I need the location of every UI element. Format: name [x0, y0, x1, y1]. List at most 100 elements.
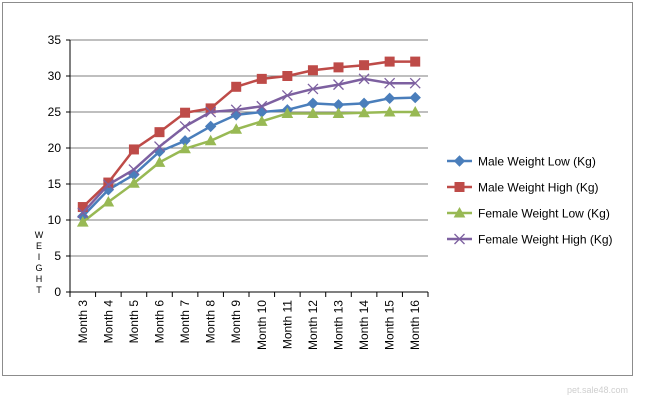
y-tick-label: 0: [54, 285, 61, 299]
data-point: [154, 127, 165, 138]
data-point: [409, 77, 421, 89]
data-point: [358, 73, 370, 85]
legend-label: Female Weight Low (Kg): [478, 207, 610, 221]
legend-item: Male Weight Low (Kg): [447, 155, 596, 169]
data-point: [282, 71, 293, 81]
marker-x-stroke: [307, 83, 319, 95]
data-point: [128, 177, 140, 188]
data-point: [179, 120, 191, 132]
data-series: [76, 56, 422, 227]
data-point: [333, 79, 344, 91]
legend-marker: [454, 182, 465, 192]
data-point: [383, 105, 396, 117]
legend-marker: [453, 206, 466, 218]
series-4: [77, 73, 421, 219]
marker-x-stroke: [358, 73, 370, 85]
marker-x-stroke: [256, 100, 268, 112]
data-point: [204, 120, 217, 133]
data-point: [307, 65, 318, 76]
x-tick-label: Month 10: [255, 300, 269, 350]
legend-label: Female Weight High (Kg): [478, 233, 613, 247]
x-tick-label: Month 14: [357, 300, 371, 350]
series-2: [77, 56, 421, 213]
marker-x-stroke: [205, 106, 217, 118]
legend: Male Weight Low (Kg) Male Weight High (Kg…: [447, 155, 613, 247]
x-tick-label: Month 15: [383, 300, 397, 350]
marker-x-stroke: [409, 77, 421, 89]
x-tick-label: Month 5: [127, 300, 141, 344]
data-point: [230, 104, 242, 116]
data-point: [154, 141, 165, 153]
legend-item: Male Weight High (Kg): [447, 181, 599, 195]
marker-x-stroke: [102, 179, 114, 191]
x-tick-labels: Month 3 Month 4 Month 5 Month 6 Month 7 Month…: [76, 300, 422, 350]
data-point: [410, 56, 421, 67]
data-point: [333, 62, 344, 73]
x-tick-label: Month 3: [76, 300, 90, 344]
marker-x-stroke: [454, 233, 465, 245]
y-tick-label: 30: [48, 69, 62, 83]
marker-x-stroke: [77, 207, 89, 219]
data-point: [307, 83, 319, 95]
y-tick-labels: 0 5 10 15 20 25 30 35: [48, 33, 62, 299]
data-point: [255, 115, 268, 126]
y-axis-label-letter: T: [36, 285, 42, 295]
data-point: [230, 123, 243, 134]
data-point: [409, 105, 422, 117]
data-point: [281, 89, 293, 101]
x-tick-label: Month 12: [306, 300, 320, 350]
series-3: [76, 105, 422, 227]
y-tick-label: 25: [48, 105, 62, 119]
data-point: [102, 179, 114, 191]
y-tick-label: 20: [48, 141, 62, 155]
data-point: [383, 92, 396, 105]
x-tick-label: Month 4: [101, 300, 115, 344]
data-point: [281, 107, 294, 118]
legend-marker: [454, 233, 465, 245]
x-tick-label: Month 9: [229, 300, 243, 344]
x-tick-label: Month 13: [332, 300, 346, 350]
data-point: [128, 144, 139, 155]
data-point: [409, 91, 421, 104]
y-axis-label-letter: E: [36, 241, 42, 251]
marker-x-stroke: [384, 77, 396, 89]
data-point: [384, 56, 395, 67]
marker-x-stroke: [179, 120, 191, 132]
data-point: [102, 195, 115, 207]
x-tick-label: Month 16: [408, 300, 422, 350]
data-point: [204, 134, 217, 146]
legend-marker: [453, 155, 466, 167]
marker-x-stroke: [128, 164, 140, 176]
data-point: [332, 107, 345, 118]
legend-item: Female Weight High (Kg): [447, 233, 613, 247]
y-axis-label-letter: G: [35, 263, 42, 273]
data-point: [180, 107, 191, 118]
y-tick-label: 15: [48, 177, 62, 191]
legend-label: Male Weight Low (Kg): [478, 155, 596, 169]
data-point: [256, 100, 268, 112]
data-point: [256, 73, 267, 84]
data-point: [358, 106, 370, 118]
marker-x-stroke: [154, 141, 165, 153]
data-point: [307, 107, 319, 118]
y-axis-label-letter: W: [35, 230, 44, 240]
watermark-text: pet.sale48.com: [567, 385, 628, 395]
y-axis-label-letter: H: [36, 274, 43, 284]
y-tick-label: 5: [54, 249, 61, 263]
data-point: [359, 60, 370, 71]
marker-x-stroke: [333, 79, 344, 91]
data-point: [179, 142, 191, 154]
y-axis-label-letter: I: [38, 252, 41, 262]
x-tick-label: Month 6: [153, 300, 167, 344]
marker-x-stroke: [230, 104, 242, 116]
data-point: [76, 216, 89, 227]
legend-item: Female Weight Low (Kg): [447, 207, 610, 221]
x-tick-label: Month 11: [280, 300, 294, 349]
data-point: [231, 81, 242, 92]
axes: [66, 39, 429, 297]
marker-x-stroke: [281, 89, 293, 101]
x-tick-label: Month 8: [204, 300, 218, 344]
